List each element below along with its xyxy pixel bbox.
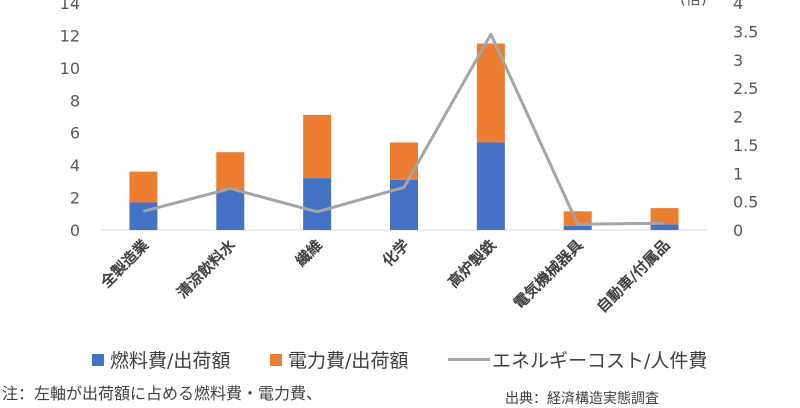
right-tick-label: 2 bbox=[733, 108, 743, 127]
right-tick-label: 3.5 bbox=[733, 22, 758, 41]
right-tick-label: 2.5 bbox=[733, 79, 758, 98]
right-tick-label: 3 bbox=[733, 51, 743, 70]
legend-swatch-power bbox=[270, 353, 282, 366]
right-tick-label: 0.5 bbox=[733, 193, 758, 212]
bars bbox=[129, 43, 679, 230]
left-tick-label: 8 bbox=[70, 91, 80, 110]
legend-label-power: 電力費/出荷額 bbox=[288, 350, 409, 372]
legend-swatch-energy bbox=[448, 358, 490, 361]
bar-power bbox=[563, 211, 592, 226]
bar-power bbox=[650, 208, 679, 225]
bar-fuel bbox=[476, 142, 505, 230]
legend-item-power: 電力費/出荷額 bbox=[270, 346, 408, 373]
right-axis-unit: (倍) bbox=[680, 0, 707, 9]
left-tick-label: 0 bbox=[70, 221, 80, 240]
legend-swatch-fuel bbox=[92, 353, 104, 366]
bar-fuel bbox=[216, 189, 245, 230]
bar-power bbox=[129, 171, 158, 203]
energy-cost-line bbox=[143, 32, 665, 226]
legend-item-fuel: 燃料費/出荷額 bbox=[92, 346, 230, 373]
bar-power bbox=[390, 142, 418, 180]
bar-fuel bbox=[650, 224, 679, 230]
left-axis-ticks: 0 2 4 6 8 10 12 14 bbox=[60, 0, 80, 240]
left-tick-label: 14 bbox=[60, 0, 80, 13]
left-tick-label: 10 bbox=[60, 59, 80, 78]
left-tick-label: 4 bbox=[70, 156, 80, 175]
right-tick-label: 1 bbox=[733, 164, 743, 183]
category-label: 清涼飲料水 bbox=[173, 235, 239, 301]
footnote: 注：左軸が出荷額に占める燃料費・電力費、 bbox=[2, 384, 323, 403]
bar-power bbox=[216, 152, 245, 190]
source-note: 出典：経済構造実態調査 bbox=[505, 391, 659, 407]
right-tick-label: 1.5 bbox=[733, 136, 758, 155]
left-tick-label: 12 bbox=[60, 26, 80, 45]
bar-fuel bbox=[303, 178, 332, 230]
right-tick-label: 0 bbox=[733, 221, 743, 240]
legend-item-energy: エネルギーコスト/人件費 bbox=[448, 346, 707, 373]
left-tick-label: 6 bbox=[70, 124, 80, 143]
category-label: 電気機械器具 bbox=[510, 236, 586, 312]
bar-fuel bbox=[563, 225, 592, 230]
bar-power bbox=[476, 43, 505, 143]
legend: 燃料費/出荷額 電力費/出荷額 エネルギーコスト/人件費 bbox=[92, 346, 772, 372]
legend-label-energy: エネルギーコスト/人件費 bbox=[492, 350, 708, 372]
category-label: 全製造業 bbox=[96, 235, 153, 292]
bar-power bbox=[303, 114, 332, 179]
category-label: 自動車/付属品 bbox=[593, 236, 673, 316]
left-tick-label: 2 bbox=[70, 189, 80, 208]
category-labels: 全製造業 清涼飲料水 繊維 化学 高炉製鉄 電気機械器具 自動車/付属品 bbox=[96, 235, 673, 316]
right-axis-ticks: 0 0.5 1 1.5 2 2.5 3 3.5 4 bbox=[733, 0, 758, 240]
legend-label-fuel: 燃料費/出荷額 bbox=[110, 350, 231, 372]
right-tick-label: 4 bbox=[733, 0, 743, 13]
category-label: 化学 bbox=[379, 236, 413, 270]
bar-fuel bbox=[129, 202, 158, 230]
category-label: 高炉製鉄 bbox=[445, 236, 500, 291]
category-label: 繊維 bbox=[292, 236, 326, 270]
